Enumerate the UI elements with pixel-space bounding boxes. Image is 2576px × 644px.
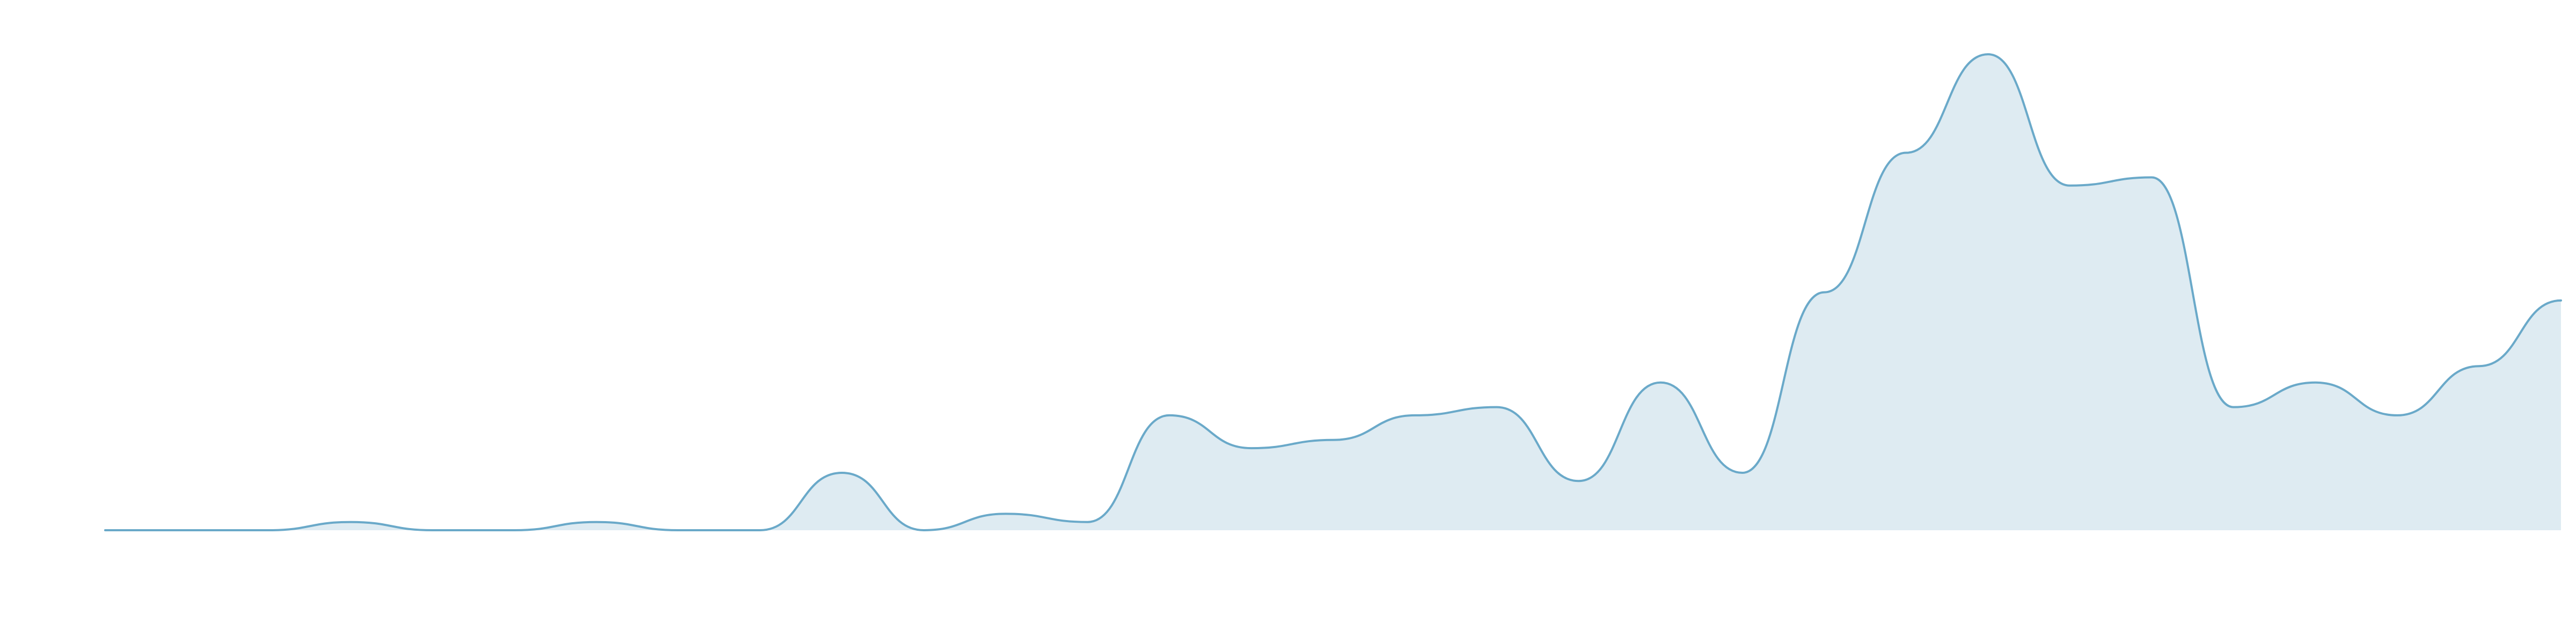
series-line [104, 53, 2562, 532]
data-point [2312, 379, 2318, 386]
data-point [266, 527, 272, 533]
data-point [1248, 445, 1254, 451]
data-point [1330, 437, 1336, 443]
data-point [184, 527, 191, 533]
data-point [1739, 470, 1746, 476]
area-fill [105, 54, 2561, 530]
data-point [1084, 519, 1091, 525]
data-point [2558, 297, 2564, 304]
data-point [2394, 412, 2401, 419]
data-point [1657, 379, 1664, 386]
data-point [2148, 174, 2155, 181]
data-point [757, 527, 763, 533]
data-point [2230, 404, 2237, 411]
data-point [102, 527, 108, 533]
data-point [1002, 510, 1009, 517]
data-point [839, 470, 845, 476]
data-point [1412, 412, 1418, 419]
data-point [1821, 289, 1827, 296]
data-point [593, 519, 599, 525]
data-point [2476, 363, 2482, 369]
data-point [920, 527, 927, 533]
data-point [511, 527, 518, 533]
data-point [1903, 150, 1909, 156]
data-point [1166, 412, 1173, 419]
data-point [1985, 51, 1991, 57]
data-point [675, 527, 682, 533]
data-point [1576, 478, 1582, 484]
data-point [429, 527, 436, 533]
data-point [1494, 404, 1500, 411]
data-point [2067, 182, 2073, 189]
data-point [348, 519, 354, 525]
